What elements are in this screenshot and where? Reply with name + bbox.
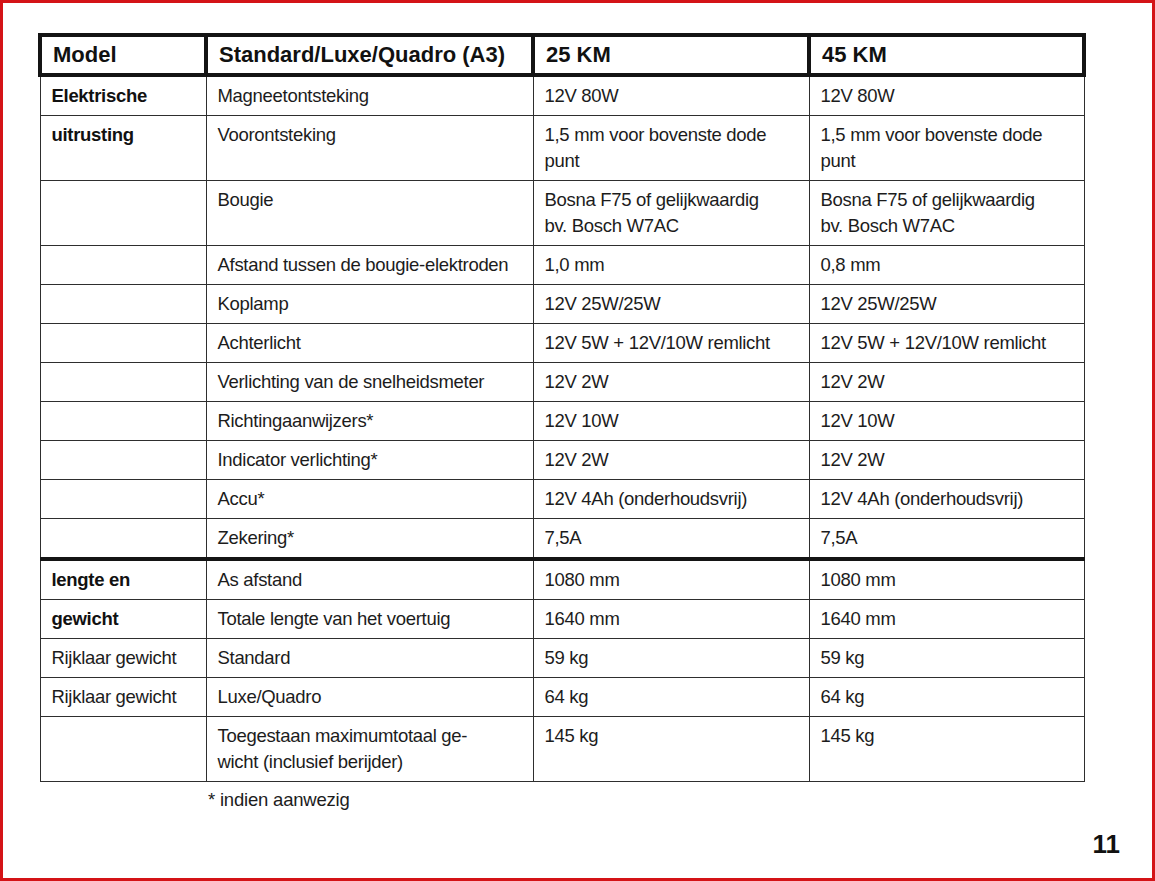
table-row: Rijklaar gewicht Standard 59 kg 59 kg: [40, 639, 1084, 678]
table-row: Toegestaan maximumtotaal ge- wicht (incl…: [40, 717, 1084, 782]
item-cell: Luxe/Quadro: [206, 678, 533, 717]
value-45km-cell: 1080 mm: [809, 559, 1084, 600]
table-row: gewicht Totale lengte van het voertuig 1…: [40, 600, 1084, 639]
table-row: uitrusting Voorontsteking 1,5 mm voor bo…: [40, 116, 1084, 181]
value-25km-cell: 59 kg: [533, 639, 809, 678]
value-25km-cell: 12V 80W: [533, 75, 809, 116]
category-cell: lengte en: [40, 559, 206, 600]
table-row: Verlichting van de snelheidsmeter 12V 2W…: [40, 363, 1084, 402]
item-cell: Afstand tussen de bougie-elektroden: [206, 246, 533, 285]
value-25km-cell: 1640 mm: [533, 600, 809, 639]
value-45km-cell: 0,8 mm: [809, 246, 1084, 285]
value-25km-cell: 12V 10W: [533, 402, 809, 441]
table-row: lengte en As afstand 1080 mm 1080 mm: [40, 559, 1084, 600]
category-cell: gewicht: [40, 600, 206, 639]
category-cell: [40, 441, 206, 480]
value-25km-cell: 12V 25W/25W: [533, 285, 809, 324]
category-cell: Elektrische: [40, 75, 206, 116]
item-cell: Voorontsteking: [206, 116, 533, 181]
table-row: Richtingaanwijzers* 12V 10W 12V 10W: [40, 402, 1084, 441]
item-cell: Toegestaan maximumtotaal ge- wicht (incl…: [206, 717, 533, 782]
category-cell: uitrusting: [40, 116, 206, 181]
item-cell: Standard: [206, 639, 533, 678]
item-cell: Richtingaanwijzers*: [206, 402, 533, 441]
value-45km-cell: 12V 25W/25W: [809, 285, 1084, 324]
category-cell: [40, 285, 206, 324]
category-cell: [40, 324, 206, 363]
table-row: Koplamp 12V 25W/25W 12V 25W/25W: [40, 285, 1084, 324]
value-25km-cell: 1080 mm: [533, 559, 809, 600]
value-25km-cell: 1,5 mm voor bovenste dode punt: [533, 116, 809, 181]
value-45km-cell: 12V 4Ah (onderhoudsvrij): [809, 480, 1084, 519]
category-cell: [40, 480, 206, 519]
value-45km-cell: 1,5 mm voor bovenste dode punt: [809, 116, 1084, 181]
value-25km-cell: Bosna F75 of gelijkwaardig bv. Bosch W7A…: [533, 181, 809, 246]
category-cell: [40, 402, 206, 441]
specs-table: Model Standard/Luxe/Quadro (A3) 25 KM 45…: [38, 33, 1086, 782]
value-25km-cell: 64 kg: [533, 678, 809, 717]
value-45km-cell: Bosna F75 of gelijkwaardig bv. Bosch W7A…: [809, 181, 1084, 246]
value-45km-cell: 59 kg: [809, 639, 1084, 678]
category-cell: [40, 363, 206, 402]
specs-table-body: Elektrische Magneetontsteking 12V 80W 12…: [40, 75, 1084, 782]
category-cell: [40, 717, 206, 782]
header-model: Model: [40, 35, 206, 75]
table-row: Afstand tussen de bougie-elektroden 1,0 …: [40, 246, 1084, 285]
header-variant: Standard/Luxe/Quadro (A3): [206, 35, 533, 75]
value-25km-cell: 1,0 mm: [533, 246, 809, 285]
item-cell: Zekering*: [206, 519, 533, 560]
item-cell: Bougie: [206, 181, 533, 246]
header-45km: 45 KM: [809, 35, 1084, 75]
value-25km-cell: 12V 4Ah (onderhoudsvrij): [533, 480, 809, 519]
item-cell: Achterlicht: [206, 324, 533, 363]
category-cell: Rijklaar gewicht: [40, 678, 206, 717]
item-cell: Indicator verlichting*: [206, 441, 533, 480]
value-45km-cell: 12V 5W + 12V/10W remlicht: [809, 324, 1084, 363]
page-number: 11: [1093, 829, 1121, 860]
item-cell: Koplamp: [206, 285, 533, 324]
value-45km-cell: 145 kg: [809, 717, 1084, 782]
category-cell: Rijklaar gewicht: [40, 639, 206, 678]
value-45km-cell: 12V 10W: [809, 402, 1084, 441]
document-page: Model Standard/Luxe/Quadro (A3) 25 KM 45…: [0, 0, 1155, 881]
value-45km-cell: 1640 mm: [809, 600, 1084, 639]
item-cell: Verlichting van de snelheidsmeter: [206, 363, 533, 402]
header-25km: 25 KM: [533, 35, 809, 75]
value-25km-cell: 12V 5W + 12V/10W remlicht: [533, 324, 809, 363]
item-cell: As afstand: [206, 559, 533, 600]
value-45km-cell: 64 kg: [809, 678, 1084, 717]
value-45km-cell: 12V 2W: [809, 363, 1084, 402]
table-row: Rijklaar gewicht Luxe/Quadro 64 kg 64 kg: [40, 678, 1084, 717]
value-25km-cell: 145 kg: [533, 717, 809, 782]
value-45km-cell: 7,5A: [809, 519, 1084, 560]
footnote: * indien aanwezig: [208, 789, 1152, 811]
table-row: Achterlicht 12V 5W + 12V/10W remlicht 12…: [40, 324, 1084, 363]
table-row: Elektrische Magneetontsteking 12V 80W 12…: [40, 75, 1084, 116]
table-row: Indicator verlichting* 12V 2W 12V 2W: [40, 441, 1084, 480]
item-cell: Totale lengte van het voertuig: [206, 600, 533, 639]
table-row: Accu* 12V 4Ah (onderhoudsvrij) 12V 4Ah (…: [40, 480, 1084, 519]
value-25km-cell: 12V 2W: [533, 363, 809, 402]
value-25km-cell: 7,5A: [533, 519, 809, 560]
table-row: Zekering* 7,5A 7,5A: [40, 519, 1084, 560]
header-row: Model Standard/Luxe/Quadro (A3) 25 KM 45…: [40, 35, 1084, 75]
category-cell: [40, 181, 206, 246]
value-45km-cell: 12V 2W: [809, 441, 1084, 480]
item-cell: Magneetontsteking: [206, 75, 533, 116]
value-45km-cell: 12V 80W: [809, 75, 1084, 116]
table-row: Bougie Bosna F75 of gelijkwaardig bv. Bo…: [40, 181, 1084, 246]
category-cell: [40, 519, 206, 560]
category-cell: [40, 246, 206, 285]
item-cell: Accu*: [206, 480, 533, 519]
value-25km-cell: 12V 2W: [533, 441, 809, 480]
